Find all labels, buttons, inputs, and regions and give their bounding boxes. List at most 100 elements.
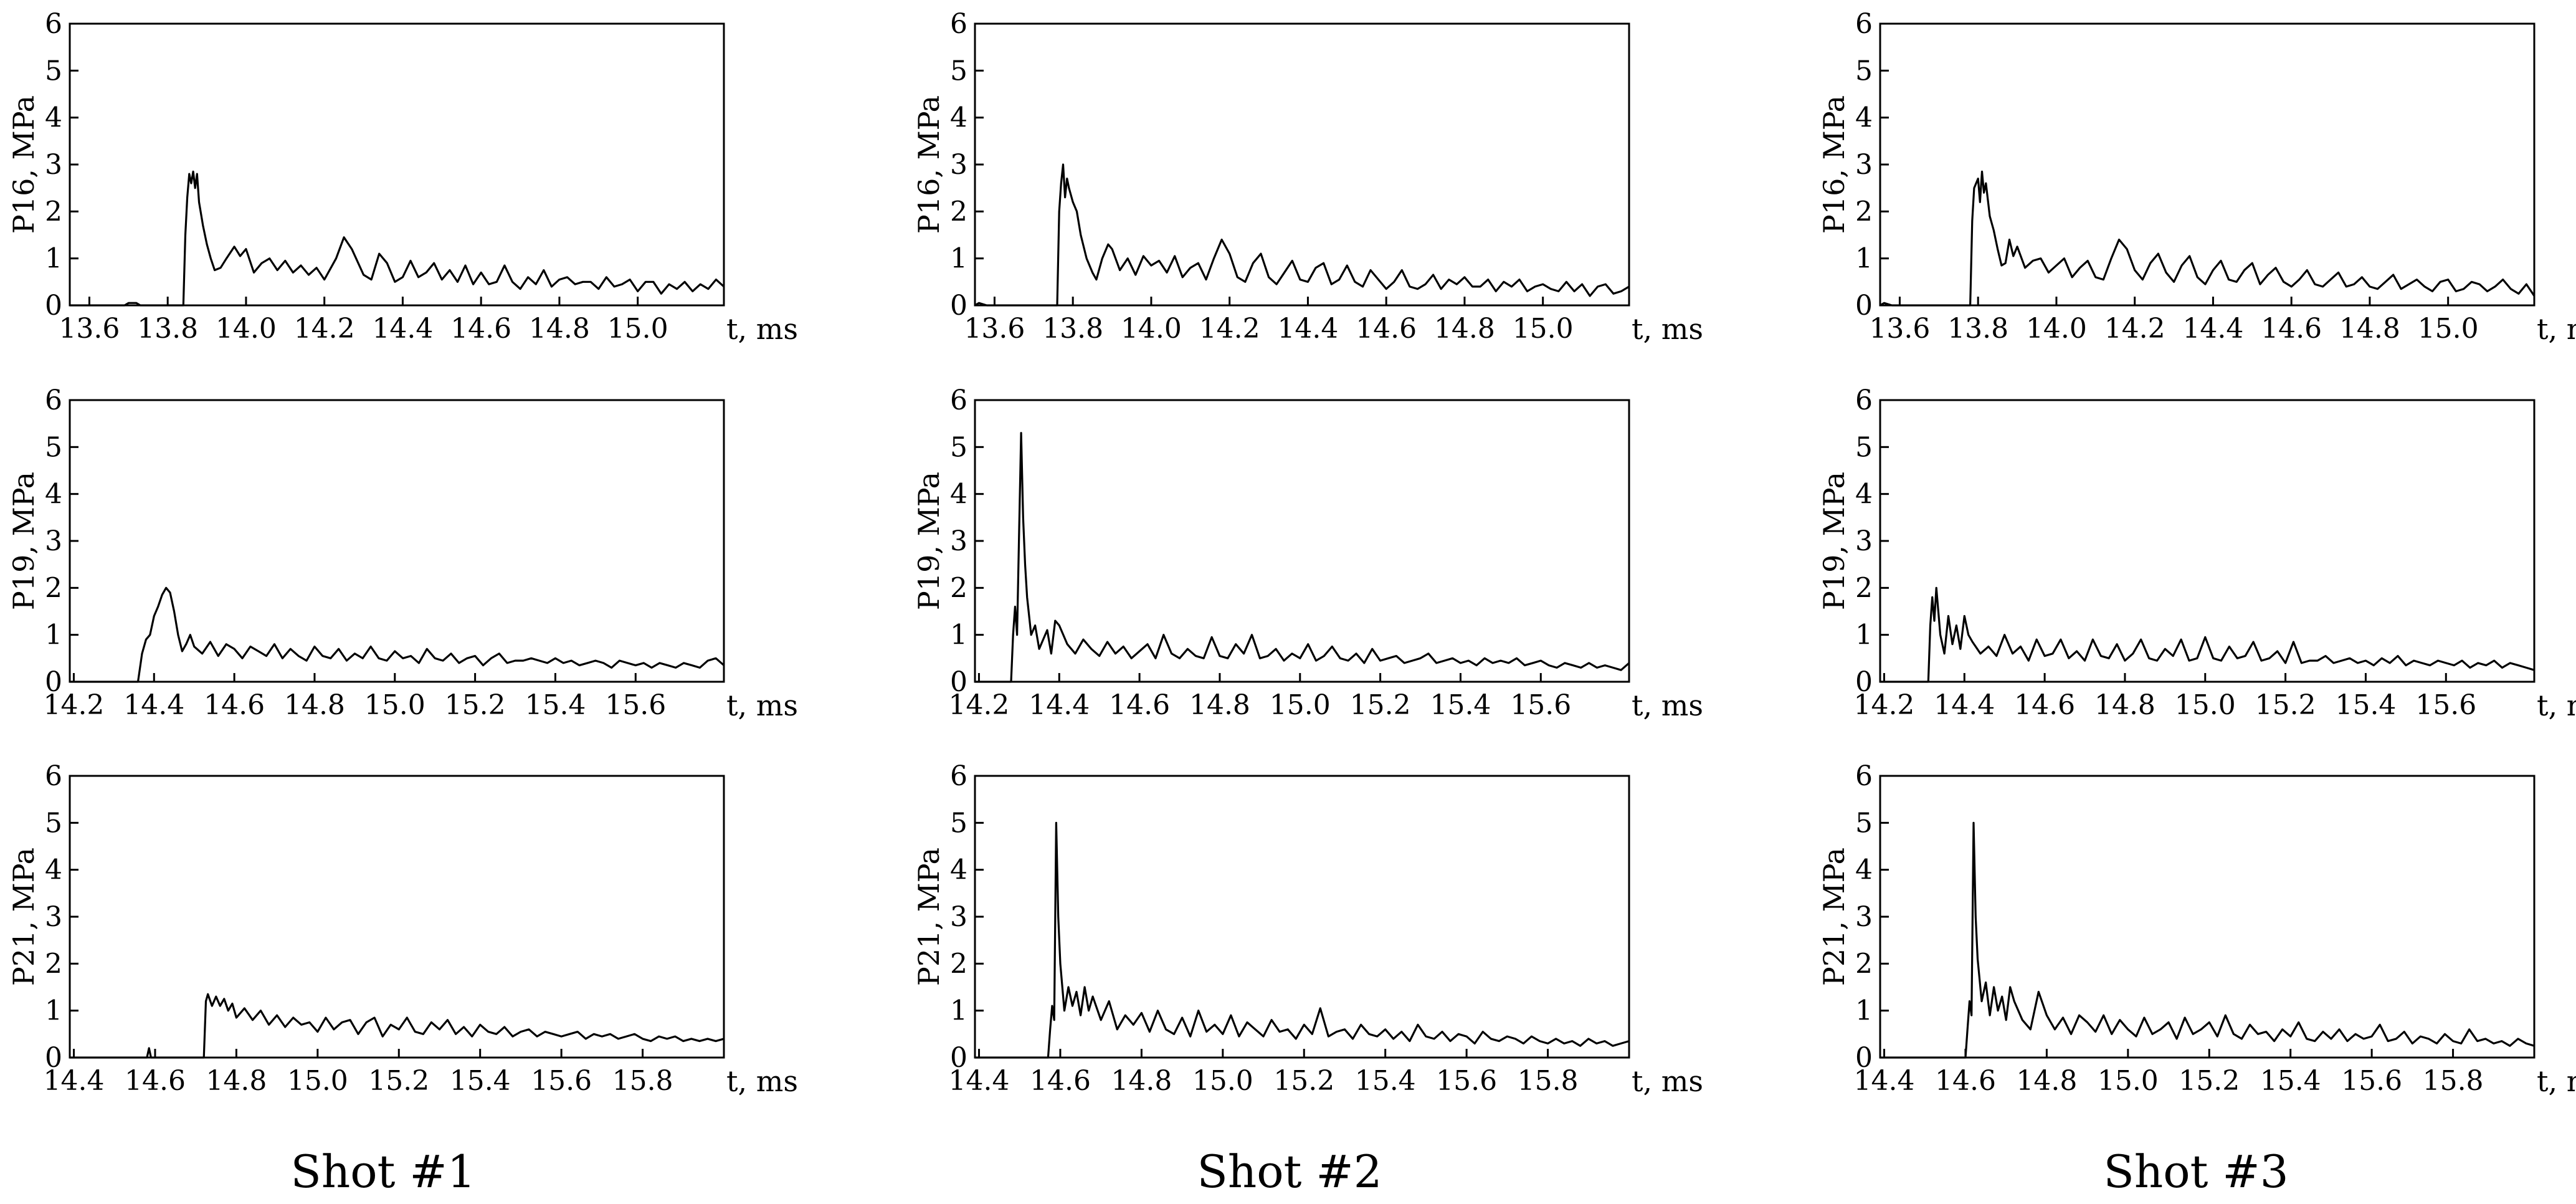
y-tick-label: 0 [45, 666, 62, 698]
y-tick-label: 3 [1855, 149, 1873, 181]
panel-3-1: 0 1 2 3 4 5 6 14.4 14.6 14.8 15.0 15.2 15.4 15.6 15.8 t… [7, 760, 798, 1098]
x-axis-label: t, ms [1632, 689, 1703, 722]
pressure-trace [1880, 170, 2536, 307]
y-tick-label: 4 [45, 102, 62, 134]
x-axis-label: t, ms [2537, 689, 2576, 722]
y-tick-label: 0 [45, 290, 62, 322]
panel-3-2: 0 1 2 3 4 5 6 14.4 14.6 14.8 15.0 15.2 15.4 15.6 15.8 t… [912, 760, 1703, 1098]
x-tick-label: 14.6 [1030, 1065, 1091, 1097]
x-tick-label: 15.6 [1510, 689, 1571, 721]
x-tick-label: 13.8 [1042, 313, 1103, 345]
pressure-trace [70, 586, 725, 683]
y-tick-label: 4 [45, 854, 62, 886]
plot-frame [69, 399, 725, 683]
y-tick-label: 6 [950, 760, 967, 792]
y-tick-label: 1 [1855, 243, 1873, 275]
y-tick-label: 3 [45, 901, 62, 933]
x-tick-label: 14.8 [529, 313, 590, 345]
x-axis-label: t, ms [726, 1064, 798, 1098]
x-axis-label: t, ms [726, 689, 798, 722]
x-tick-label: 14.6 [125, 1065, 186, 1097]
y-tick-label: 3 [950, 525, 967, 557]
x-tick-label: 15.0 [2098, 1065, 2159, 1097]
y-tick-label: 1 [1855, 619, 1873, 651]
y-tick-label: 0 [1855, 1042, 1873, 1074]
x-tick-label: 15.0 [2418, 313, 2479, 345]
x-tick-label: 15.6 [2341, 1065, 2402, 1097]
y-tick-label: 5 [45, 807, 62, 839]
x-tick-label: 14.6 [204, 689, 265, 721]
y-tick-label: 2 [950, 196, 967, 227]
shot-label-3: Shot #3 [2104, 1145, 2289, 1198]
y-tick-label: 5 [1855, 807, 1873, 839]
y-tick-label: 1 [950, 243, 967, 275]
x-tick-label: 14.2 [43, 689, 104, 721]
y-tick-label: 2 [45, 572, 62, 604]
x-tick-label: 14.6 [1109, 689, 1170, 721]
y-tick-label: 2 [45, 196, 62, 227]
x-tick-label: 13.8 [137, 313, 198, 345]
pressure-trace [975, 432, 1630, 683]
x-tick-label: 14.4 [372, 313, 433, 345]
panel-1-3: 0 1 2 3 4 5 6 13.6 13.8 14.0 14.2 14.4 14.6 14.8 15.0 t… [1817, 8, 2576, 346]
x-tick-label: 14.6 [2261, 313, 2322, 345]
x-tick-label: 14.4 [44, 1065, 105, 1097]
x-tick-label: 14.6 [450, 313, 511, 345]
y-tick-label: 4 [45, 479, 62, 510]
y-tick-label: 6 [45, 760, 62, 792]
x-tick-label: 14.8 [284, 689, 345, 721]
x-tick-label: 14.2 [948, 689, 1009, 721]
x-tick-label: 14.8 [2016, 1065, 2077, 1097]
y-tick-label: 6 [45, 8, 62, 40]
x-tick-label: 14.6 [1935, 1065, 1996, 1097]
x-tick-label: 14.6 [2014, 689, 2075, 721]
x-axis-label: t, ms [726, 312, 798, 346]
x-tick-label: 13.6 [59, 313, 120, 345]
y-tick-label: 3 [1855, 901, 1873, 933]
x-axis-label: t, ms [1632, 312, 1703, 346]
x-tick-label: 14.4 [1029, 689, 1090, 721]
x-tick-label: 15.8 [1518, 1065, 1579, 1097]
y-tick-label: 1 [45, 995, 62, 1027]
y-axis-label: P19, MPa [1817, 472, 1851, 610]
x-tick-label: 14.6 [1356, 313, 1417, 345]
y-axis-label: P16, MPa [912, 95, 946, 234]
y-tick-label: 6 [45, 385, 62, 416]
y-tick-label: 6 [1855, 8, 1873, 40]
panel-1-1: 0 1 2 3 4 5 6 13.6 13.8 14.0 14.2 14.4 14.6 14.8 15.0 t… [7, 8, 798, 346]
x-tick-label: 13.6 [1869, 313, 1930, 345]
x-axis-label: t, ms [1632, 1064, 1703, 1098]
x-axis-label: t, ms [2537, 312, 2576, 346]
plot-frame [974, 399, 1630, 683]
y-tick-label: 5 [950, 55, 967, 87]
pressure-trace [974, 163, 1630, 307]
y-axis-label: P21, MPa [1817, 848, 1851, 986]
y-tick-label: 1 [45, 619, 62, 651]
x-tick-label: 14.8 [206, 1065, 267, 1097]
plot-frame [974, 775, 1630, 1059]
y-axis-label: P19, MPa [912, 472, 946, 610]
y-tick-label: 4 [1855, 854, 1873, 886]
x-tick-label: 13.6 [964, 313, 1025, 345]
x-tick-label: 15.0 [1192, 1065, 1253, 1097]
panel-2-3: 0 1 2 3 4 5 6 14.2 14.4 14.6 14.8 15.0 15.2 15.4 15.6 t… [1817, 385, 2576, 722]
y-tick-label: 0 [950, 290, 967, 322]
x-tick-label: 14.2 [1199, 313, 1260, 345]
y-tick-label: 2 [950, 572, 967, 604]
plot-frame [1879, 399, 2536, 683]
y-tick-label: 6 [950, 8, 967, 40]
x-tick-label: 14.4 [949, 1065, 1010, 1097]
x-tick-label: 15.2 [368, 1065, 429, 1097]
x-tick-label: 14.8 [2339, 313, 2400, 345]
x-axis-label: t, ms [2537, 1064, 2576, 1098]
x-tick-label: 15.2 [1350, 689, 1411, 721]
x-tick-label: 15.2 [2255, 689, 2316, 721]
pressure-trace [1880, 586, 2535, 683]
y-tick-label: 0 [1855, 666, 1873, 698]
plot-frame [1879, 775, 2536, 1059]
x-tick-label: 15.6 [1436, 1065, 1497, 1097]
shot-label-2: Shot #2 [1197, 1145, 1382, 1198]
x-tick-label: 15.4 [1355, 1065, 1416, 1097]
x-tick-label: 15.4 [525, 689, 586, 721]
